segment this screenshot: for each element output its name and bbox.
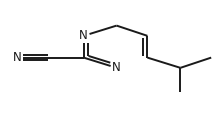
Text: N: N bbox=[13, 51, 22, 64]
Text: N: N bbox=[112, 61, 121, 74]
Text: N: N bbox=[79, 29, 88, 42]
